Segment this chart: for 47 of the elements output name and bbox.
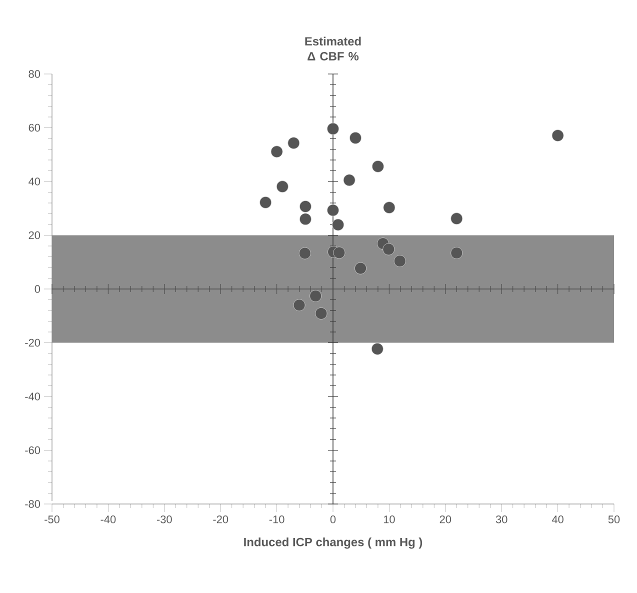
point bbox=[349, 132, 362, 144]
point bbox=[288, 137, 300, 150]
point bbox=[332, 218, 344, 231]
x-tick-label: -20 bbox=[213, 516, 228, 524]
y-tick-label: -60 bbox=[25, 446, 40, 454]
point bbox=[299, 213, 312, 226]
x-tick-label: 30 bbox=[496, 516, 508, 524]
x-tick-label: 10 bbox=[384, 516, 395, 524]
x-tick-label: -30 bbox=[156, 516, 172, 524]
x-tick-label: 50 bbox=[608, 516, 620, 524]
point bbox=[293, 299, 306, 312]
point bbox=[270, 146, 283, 158]
point bbox=[315, 307, 328, 320]
x-tick-label: -50 bbox=[44, 516, 60, 524]
y-tick-label: 40 bbox=[28, 178, 40, 186]
point bbox=[450, 246, 463, 259]
point bbox=[450, 212, 463, 225]
point bbox=[552, 130, 564, 142]
point bbox=[372, 160, 384, 172]
y-tick-label: 0 bbox=[34, 285, 40, 293]
point bbox=[327, 204, 339, 216]
y-axis-title: Estimated Δ CBF % bbox=[305, 36, 361, 60]
x-tick-label: 20 bbox=[440, 516, 452, 524]
point bbox=[276, 180, 288, 193]
point bbox=[260, 196, 272, 208]
point bbox=[327, 122, 339, 135]
y-tick-label: -40 bbox=[25, 392, 40, 400]
point bbox=[371, 342, 384, 355]
point bbox=[299, 200, 312, 212]
x-tick-label: 0 bbox=[330, 516, 336, 524]
y-tick-label: 20 bbox=[28, 231, 40, 240]
point bbox=[298, 247, 311, 260]
y-tick-label: 60 bbox=[28, 124, 40, 132]
point bbox=[343, 174, 356, 186]
point bbox=[394, 255, 406, 268]
y-tick-label: -20 bbox=[25, 338, 40, 347]
x-tick-label: -40 bbox=[100, 516, 116, 524]
y-tick-label: -80 bbox=[25, 500, 40, 508]
point bbox=[333, 246, 346, 259]
point bbox=[383, 202, 396, 214]
y-tick-label: 80 bbox=[28, 70, 40, 78]
x-tick-label: -10 bbox=[269, 516, 284, 524]
point bbox=[354, 262, 367, 274]
x-axis-title: Induced ICP changes ( mm Hg ) bbox=[244, 538, 422, 549]
point bbox=[382, 243, 395, 256]
point bbox=[310, 290, 322, 302]
x-tick-label: 40 bbox=[552, 516, 564, 524]
